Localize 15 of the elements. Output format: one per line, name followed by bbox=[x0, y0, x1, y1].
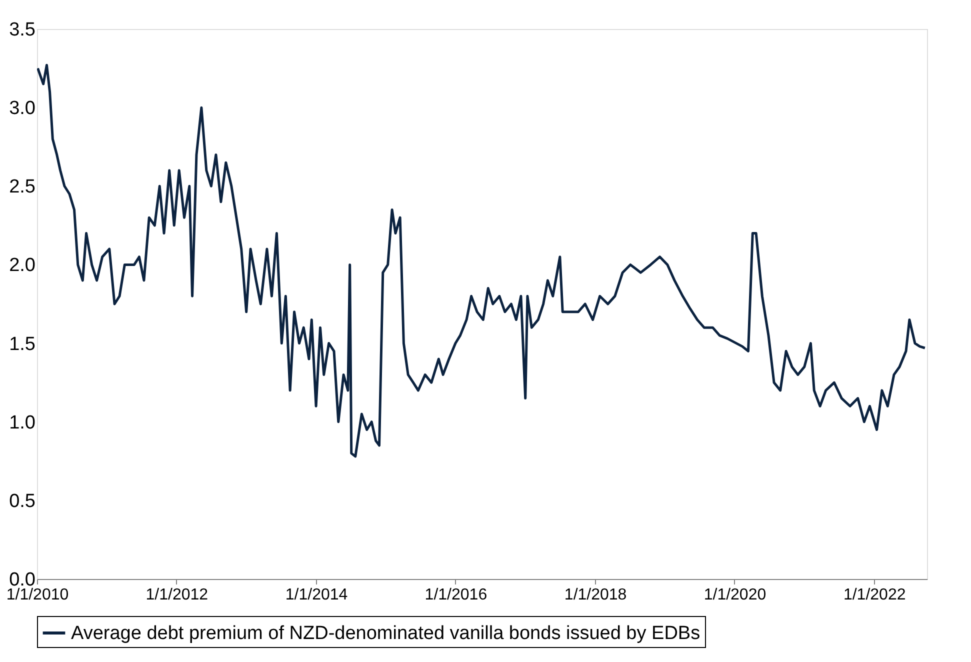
y-tick-label: 1.5 bbox=[9, 334, 36, 355]
x-tick-label: 1/1/2012 bbox=[146, 586, 208, 604]
x-tick-label: 1/1/2022 bbox=[843, 586, 906, 604]
y-tick-label: 2.5 bbox=[9, 176, 36, 198]
x-tick-label: 1/1/2020 bbox=[704, 586, 766, 604]
x-tick-label: 1/1/2014 bbox=[285, 586, 348, 604]
x-tick-label: 1/1/2018 bbox=[564, 586, 627, 604]
legend-label: Average debt premium of NZD-denominated vanilla bonds issued by EDBs bbox=[71, 623, 700, 644]
x-tick-label: 1/1/2016 bbox=[424, 586, 488, 604]
y-tick-label: 1.0 bbox=[9, 412, 36, 434]
y-tick-label: 2.0 bbox=[9, 255, 36, 276]
y-tick-label: 0.5 bbox=[9, 490, 36, 512]
y-tick-label: 3.0 bbox=[9, 98, 36, 120]
y-tick-label: 3.5 bbox=[9, 20, 36, 40]
line-series bbox=[37, 64, 926, 458]
